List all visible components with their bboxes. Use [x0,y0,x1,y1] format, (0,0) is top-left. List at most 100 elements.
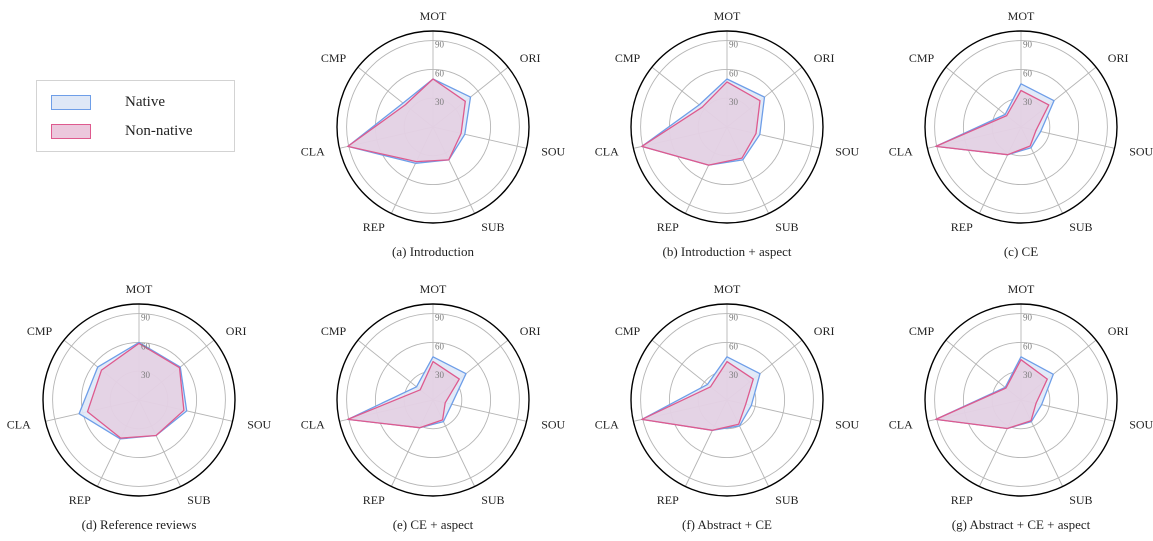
radar-chart-5: 30 60 90 MOT ORI SOU SUB REP CLA CMP (e) CE + aspe… [301,282,566,532]
axis-label-cmp: CMP [909,51,935,65]
axis-label-rep: REP [657,493,679,507]
tick-label-90: 90 [435,40,445,50]
series-area-non-native [86,342,185,439]
outer-ring [630,303,824,497]
axis-label-mot: MOT [1008,282,1035,296]
axis-label-ori: ORI [1108,324,1129,338]
axis-label-rep: REP [363,220,385,234]
axis-label-sou: SOU [247,418,271,432]
radar-chart-3: 30 60 90 MOT ORI SOU SUB REP CLA CMP (c) CE [889,9,1153,259]
tick-label-60: 60 [729,68,739,78]
legend-item-native: Native [51,92,165,112]
outer-ring [924,30,1118,224]
tick-label-90: 90 [729,313,739,323]
series-area-non-native [641,360,754,431]
axis-label-cmp: CMP [321,324,347,338]
axis-label-cmp: CMP [615,324,641,338]
outer-ring [630,30,824,224]
tick-label-90: 90 [1023,40,1033,50]
axis-label-sou: SOU [541,145,565,159]
outer-ring [336,30,530,224]
axis-label-ori: ORI [814,324,835,338]
chart-caption: (g) Abstract + CE + aspect [952,517,1091,532]
tick-label-30: 30 [141,370,151,380]
axis-label-mot: MOT [714,282,741,296]
axis-label-ori: ORI [520,324,541,338]
tick-label-60: 60 [1023,68,1033,78]
tick-label-30: 30 [1023,370,1033,380]
chart-caption: (e) CE + aspect [393,517,474,532]
axis-label-cla: CLA [595,418,619,432]
radar-chart-7: 30 60 90 MOT ORI SOU SUB REP CLA CMP (g) Abstract … [889,282,1153,532]
tick-label-30: 30 [435,97,445,107]
axis-label-mot: MOT [126,282,153,296]
outer-ring [924,303,1118,497]
series-area-non-native [347,78,466,163]
tick-label-90: 90 [1023,313,1033,323]
axis-label-sou: SOU [1129,145,1153,159]
tick-label-60: 60 [1023,341,1033,351]
chart-caption: (b) Introduction + aspect [663,244,792,259]
axis-label-sou: SOU [541,418,565,432]
tick-label-90: 90 [435,313,445,323]
axis-label-sub: SUB [481,220,504,234]
chart-caption: (f) Abstract + CE [682,517,772,532]
axis-label-ori: ORI [814,51,835,65]
axis-label-ori: ORI [1108,51,1129,65]
axis-label-ori: ORI [226,324,247,338]
series-area-non-native [935,359,1048,430]
tick-label-30: 30 [729,97,739,107]
axis-label-cmp: CMP [615,51,641,65]
legend: Native Non-native [36,80,235,152]
chart-caption: (d) Reference reviews [82,517,197,532]
axis-label-sub: SUB [1069,493,1092,507]
axis-label-sou: SOU [835,145,859,159]
axis-label-sub: SUB [1069,220,1092,234]
axis-label-cla: CLA [889,418,913,432]
axis-label-rep: REP [951,493,973,507]
tick-label-30: 30 [729,370,739,380]
axis-label-cla: CLA [301,418,325,432]
legend-label-nonnative: Non-native [125,122,193,139]
axis-label-cla: CLA [889,145,913,159]
axis-label-cmp: CMP [909,324,935,338]
axis-label-sub: SUB [187,493,210,507]
legend-item-nonnative: Non-native [51,121,192,141]
axis-label-cmp: CMP [27,324,53,338]
chart-caption: (c) CE [1004,244,1038,259]
axis-label-mot: MOT [714,9,741,23]
legend-swatch-nonnative [51,123,91,139]
axis-label-cla: CLA [301,145,325,159]
tick-label-90: 90 [141,313,151,323]
tick-label-60: 60 [729,341,739,351]
axis-label-mot: MOT [420,282,447,296]
outer-ring [42,303,236,497]
radar-chart-1: 30 60 90 MOT ORI SOU SUB REP CLA CMP (a) Introduct… [301,9,566,259]
axis-label-ori: ORI [520,51,541,65]
axis-label-cmp: CMP [321,51,347,65]
axis-label-cla: CLA [7,418,31,432]
axis-label-mot: MOT [420,9,447,23]
series-area-non-native [641,81,761,166]
chart-caption: (a) Introduction [392,244,474,259]
tick-label-30: 30 [435,370,445,380]
tick-label-30: 30 [1023,97,1033,107]
axis-label-cla: CLA [595,145,619,159]
axis-label-sou: SOU [835,418,859,432]
tick-label-60: 60 [435,341,445,351]
series-area-non-native [347,360,460,429]
axis-label-sub: SUB [481,493,504,507]
tick-label-90: 90 [729,40,739,50]
axis-label-rep: REP [657,220,679,234]
series-area-non-native [935,89,1050,156]
axis-label-sub: SUB [775,220,798,234]
axis-label-sub: SUB [775,493,798,507]
axis-label-rep: REP [951,220,973,234]
legend-swatch-native [51,94,91,110]
axis-label-sou: SOU [1129,418,1153,432]
tick-label-60: 60 [435,68,445,78]
axis-label-rep: REP [69,493,91,507]
radar-chart-4: 30 60 90 MOT ORI SOU SUB REP CLA CMP (d) Reference… [7,282,272,532]
axis-label-rep: REP [363,493,385,507]
